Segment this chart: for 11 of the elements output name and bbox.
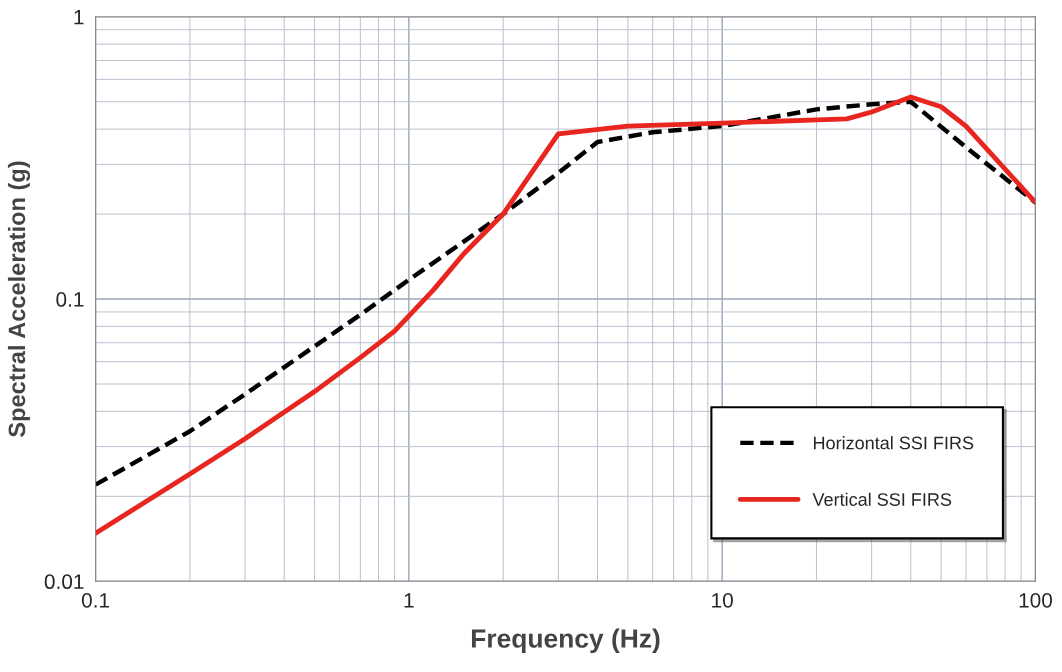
legend-label: Horizontal SSI FIRS	[813, 436, 974, 450]
y-tick-label: 1	[74, 10, 84, 25]
x-tick-label: 10	[712, 592, 733, 608]
legend-label: Vertical SSI FIRS	[812, 492, 952, 506]
y-axis-title: Spectral Acceleration (g)	[7, 161, 31, 437]
y-tick-label: 0.01	[44, 574, 84, 590]
x-tick-label: 1	[404, 593, 414, 608]
x-tick-label: 100	[1019, 592, 1053, 608]
x-axis-title: Frequency (Hz)	[471, 628, 660, 654]
y-tick-label: 0.1	[56, 292, 84, 307]
x-tick-label: 0.1	[81, 592, 110, 608]
